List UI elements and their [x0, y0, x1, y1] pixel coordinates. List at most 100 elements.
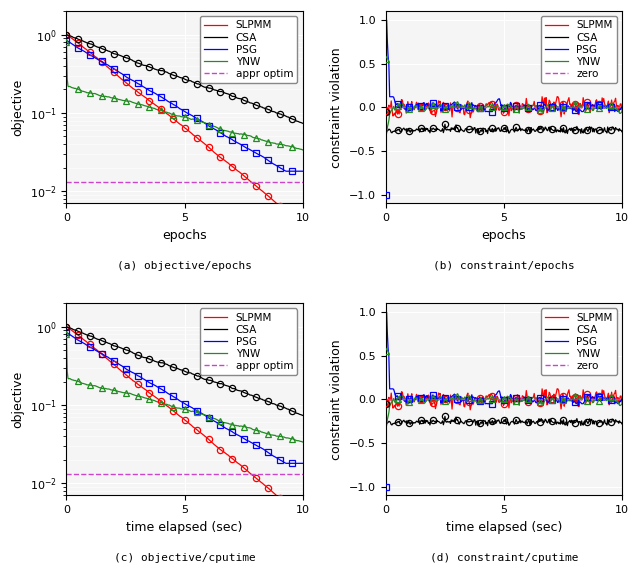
SLPMM	[582, 106, 590, 113]
YNW	[207, 414, 215, 421]
YNW	[262, 430, 269, 436]
YNW	[299, 146, 307, 153]
SLPMM	[618, 399, 626, 405]
SLPMM	[262, 190, 269, 197]
Y-axis label: constraint violation: constraint violation	[330, 339, 344, 459]
PSG	[63, 37, 71, 44]
YNW	[202, 412, 210, 419]
SLPMM	[522, 95, 530, 102]
PSG	[203, 413, 211, 420]
SLPMM	[207, 146, 215, 153]
PSG	[262, 447, 269, 454]
YNW	[383, 417, 391, 423]
PSG	[63, 329, 71, 336]
Y-axis label: objective: objective	[11, 79, 24, 136]
Line: SLPMM: SLPMM	[386, 97, 622, 118]
CSA	[527, 124, 535, 131]
CSA	[63, 32, 71, 38]
PSG	[596, 393, 604, 400]
PSG	[382, 483, 390, 490]
zero	[382, 104, 390, 110]
zero	[406, 104, 413, 110]
Y-axis label: constraint violation: constraint violation	[330, 47, 344, 168]
zero	[406, 396, 413, 403]
Line: PSG: PSG	[67, 40, 303, 171]
Text: (d) constraint/cputime: (d) constraint/cputime	[429, 553, 578, 563]
YNW	[262, 138, 269, 145]
Text: (b) constraint/epochs: (b) constraint/epochs	[433, 261, 575, 271]
YNW	[618, 108, 626, 115]
CSA	[262, 397, 269, 404]
PSG	[203, 122, 211, 128]
CSA	[203, 84, 211, 91]
SLPMM	[202, 142, 210, 149]
PSG	[382, 191, 390, 198]
PSG	[522, 395, 530, 401]
SLPMM	[524, 393, 531, 400]
Legend: SLPMM, CSA, PSG, YNW, appr optim: SLPMM, CSA, PSG, YNW, appr optim	[200, 309, 298, 375]
SLPMM	[203, 435, 211, 441]
CSA	[582, 126, 589, 133]
CSA	[203, 376, 211, 383]
CSA	[524, 128, 531, 135]
appr optim	[63, 179, 70, 186]
PSG	[383, 37, 391, 43]
CSA	[207, 85, 215, 92]
YNW	[276, 141, 284, 148]
YNW	[203, 120, 211, 127]
PSG	[618, 396, 626, 403]
SLPMM	[203, 142, 211, 149]
YNW	[618, 400, 626, 407]
CSA	[63, 32, 70, 38]
SLPMM	[63, 323, 70, 330]
PSG	[527, 397, 535, 404]
SLPMM	[297, 511, 305, 518]
YNW	[383, 130, 390, 137]
PSG	[582, 104, 589, 111]
Line: YNW: YNW	[67, 334, 303, 442]
appr optim	[63, 471, 70, 478]
PSG	[522, 102, 530, 109]
CSA	[299, 120, 307, 127]
CSA	[582, 418, 589, 425]
YNW	[63, 368, 71, 375]
SLPMM	[527, 104, 535, 111]
CSA	[202, 84, 210, 91]
SLPMM	[598, 394, 605, 400]
PSG	[383, 309, 390, 315]
X-axis label: epochs: epochs	[162, 229, 207, 242]
SLPMM	[383, 108, 390, 114]
SLPMM	[297, 219, 305, 226]
Line: CSA: CSA	[386, 111, 622, 133]
CSA	[202, 376, 210, 383]
SLPMM	[538, 386, 546, 392]
CSA	[299, 412, 307, 419]
CSA	[618, 128, 626, 135]
CSA	[276, 111, 284, 118]
YNW	[524, 102, 531, 109]
SLPMM	[382, 400, 390, 406]
YNW	[524, 395, 531, 401]
SLPMM	[582, 398, 590, 405]
SLPMM	[522, 387, 530, 394]
PSG	[207, 124, 215, 131]
PSG	[282, 168, 290, 175]
SLPMM	[276, 203, 284, 210]
Line: PSG: PSG	[67, 332, 303, 463]
Line: YNW: YNW	[386, 351, 622, 426]
PSG	[207, 416, 215, 423]
CSA	[207, 377, 215, 384]
PSG	[527, 105, 535, 111]
SLPMM	[467, 114, 474, 121]
SLPMM	[63, 32, 70, 38]
PSG	[282, 460, 290, 467]
YNW	[202, 120, 210, 127]
PSG	[299, 460, 307, 467]
X-axis label: time elapsed (sec): time elapsed (sec)	[126, 521, 243, 534]
Line: SLPMM: SLPMM	[67, 327, 303, 515]
Line: CSA: CSA	[67, 35, 303, 123]
PSG	[524, 399, 531, 406]
YNW	[63, 76, 71, 83]
PSG	[299, 168, 307, 175]
SLPMM	[598, 101, 605, 108]
